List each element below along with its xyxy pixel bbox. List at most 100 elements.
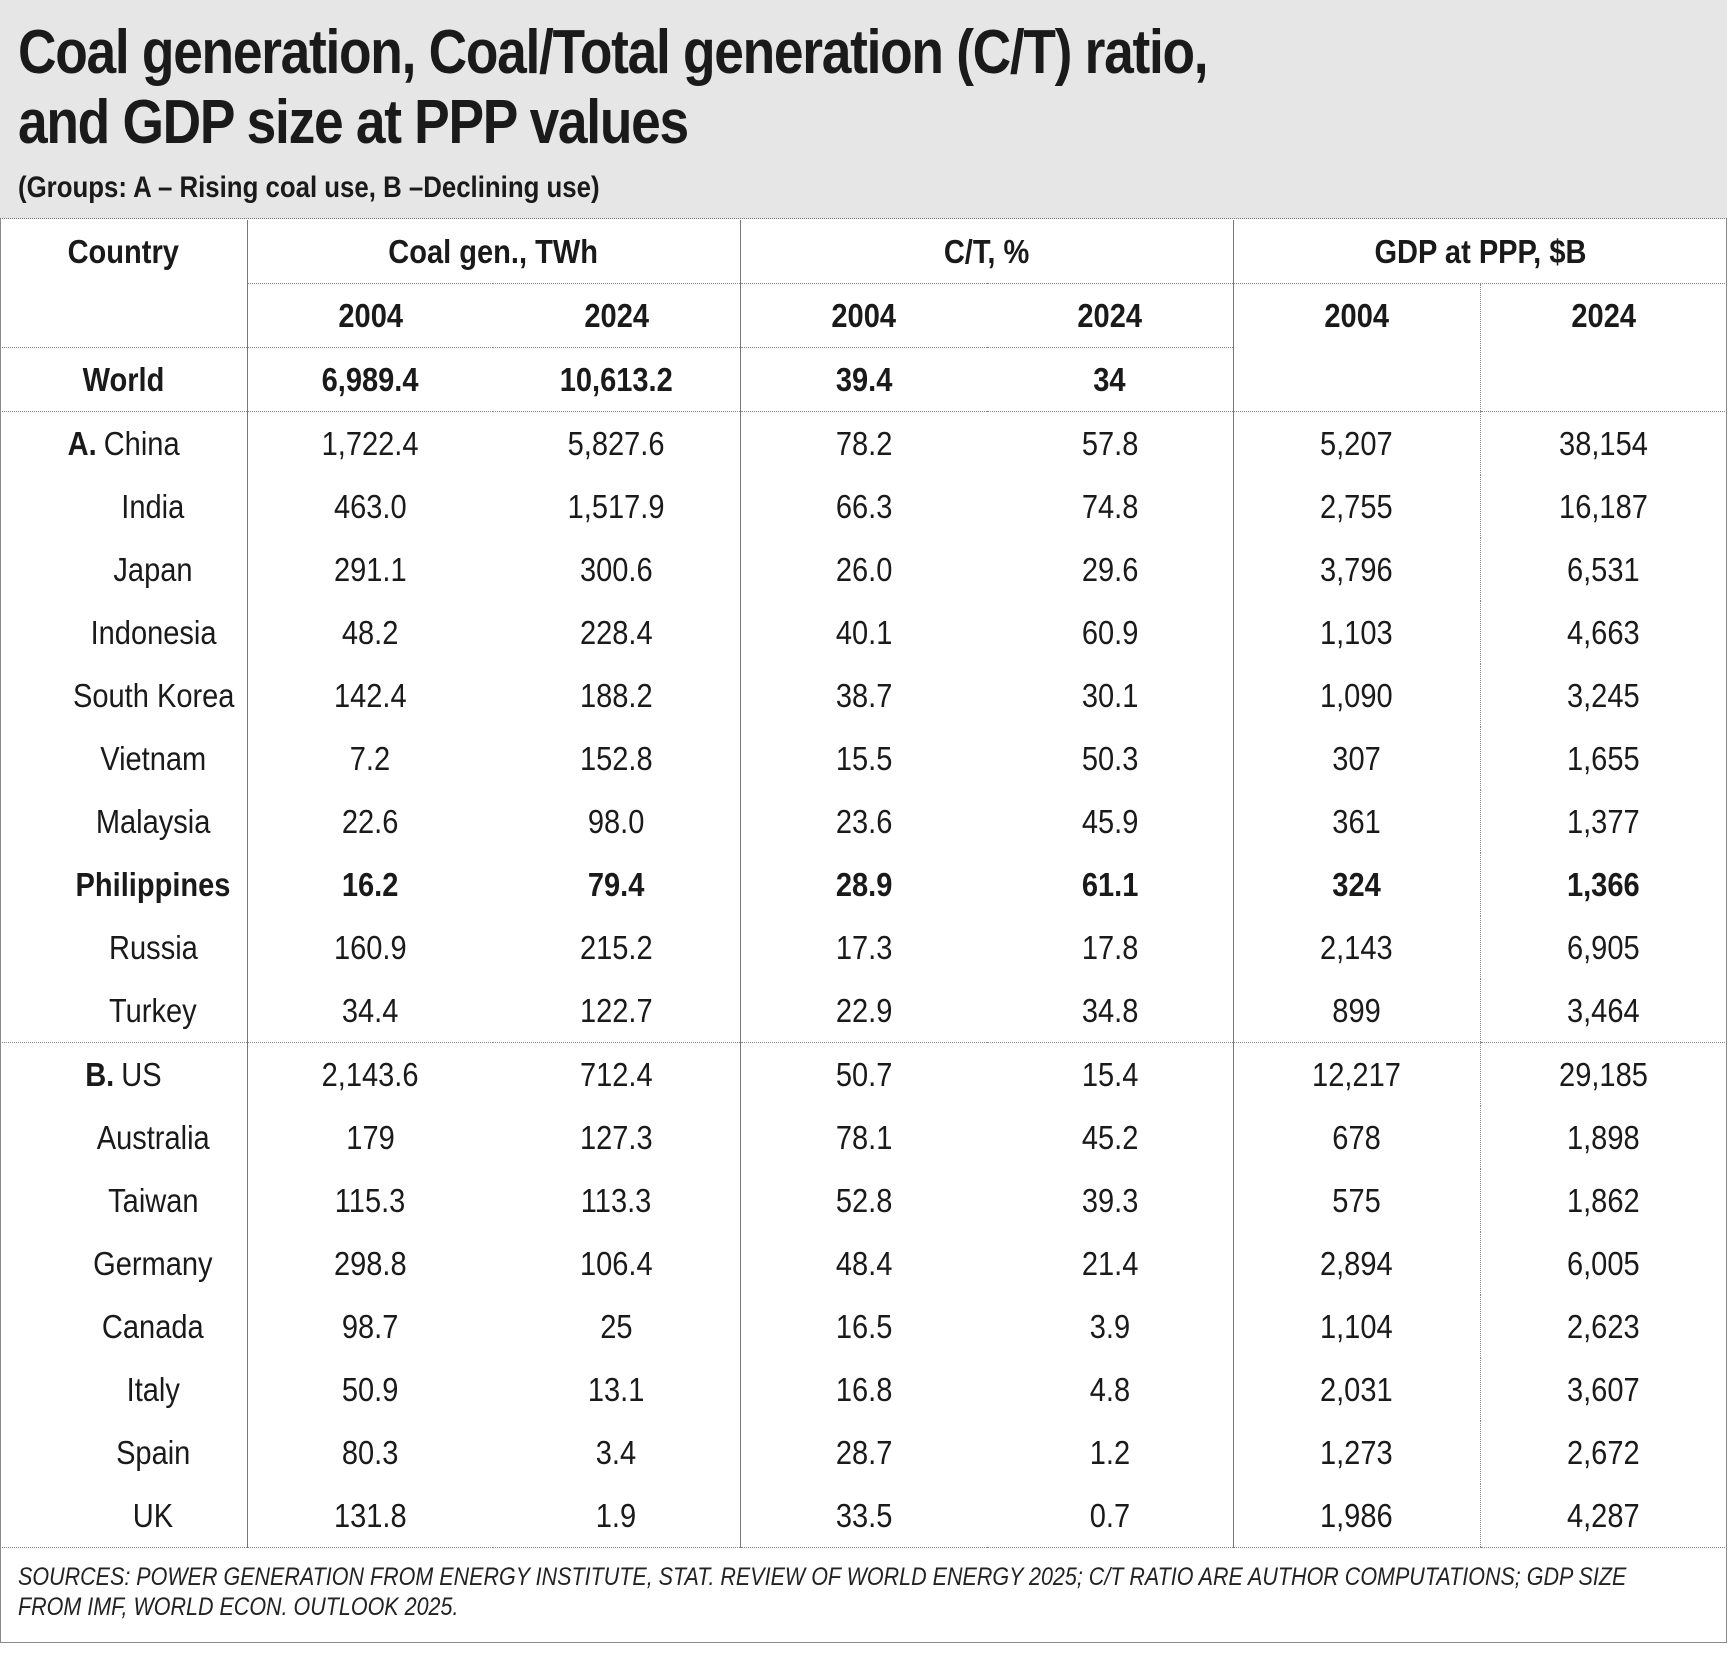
country-name: Indonesia	[90, 613, 217, 651]
table-cell: 13.1	[587, 1370, 645, 1408]
country-name: UK	[133, 1496, 174, 1534]
year-header: 2004	[1232, 283, 1481, 348]
table-row: Germany 298.8 106.4 48.4 21.4 2,894 6,005	[0, 1232, 1728, 1295]
table-cell: 300.6	[579, 550, 653, 588]
table-cell: 1,655	[1479, 727, 1728, 790]
table-cell: 127.3	[579, 1118, 653, 1156]
title-line-1: Coal generation, Coal/Total generation (…	[18, 18, 1209, 87]
table-cell: 4,287	[1479, 1484, 1728, 1548]
table-row: A. China 1,722.4 5,827.6 78.2 57.8 5,207 38,154	[0, 411, 1728, 476]
table-cell: 2,755	[1232, 475, 1481, 538]
table-cell: 291.1	[246, 538, 493, 601]
table-row: Japan 291.1 300.6 26.0 29.6 3,796 6,531	[0, 538, 1728, 601]
data-table: Country Coal gen., TWh C/T, % GDP at PPP…	[0, 220, 1728, 1548]
country-cell: India	[0, 475, 247, 538]
country-cell: Malaysia	[0, 790, 247, 853]
table-cell: 361	[1232, 790, 1481, 853]
table-cell: 33.5	[739, 1484, 988, 1548]
year-header: 2024	[1479, 283, 1728, 348]
table-cell: 3,796	[1232, 538, 1481, 601]
table-row: South Korea 142.4 188.2 38.7 30.1 1,090 3,245	[0, 664, 1728, 727]
table-cell: 78.1	[739, 1106, 988, 1169]
table-cell: 899	[1232, 979, 1481, 1043]
table-cell: 215.2	[579, 928, 653, 966]
table-cell: 6,905	[1479, 916, 1728, 979]
table-cell: 179	[246, 1106, 493, 1169]
table-row: Spain 80.3 3.4 28.7 1.2 1,273 2,672	[0, 1421, 1728, 1484]
world-value: 34	[987, 347, 1234, 412]
table-cell: 52.8	[739, 1169, 988, 1232]
table-cell: 16,187	[1479, 475, 1728, 538]
table-cell: 3.9	[1089, 1307, 1130, 1345]
table-cell: 38.7	[739, 664, 988, 727]
table-cell: 1,377	[1479, 790, 1728, 853]
table-cell: 23.6	[739, 790, 988, 853]
table-cell: 152.8	[579, 739, 653, 777]
table-cell: 131.8	[246, 1484, 493, 1548]
table-cell: 29,185	[1479, 1042, 1728, 1106]
table-cell: 1,104	[1232, 1295, 1481, 1358]
table-subtitle: (Groups: A – Rising coal use, B –Declini…	[18, 171, 600, 204]
country-name: Germany	[93, 1244, 213, 1282]
year-header: 2024	[987, 283, 1234, 348]
table-cell: 1,090	[1232, 664, 1481, 727]
table-cell: 3.4	[596, 1433, 637, 1471]
table-cell: 12,217	[1232, 1042, 1481, 1106]
country-cell: Italy	[0, 1358, 247, 1421]
table-cell: 307	[1232, 727, 1481, 790]
country-cell: UK	[0, 1484, 247, 1548]
table-cell: 5,207	[1232, 411, 1481, 475]
table-cell: 678	[1232, 1106, 1481, 1169]
table-cell: 79.4	[587, 865, 645, 903]
table-cell: 34.8	[987, 979, 1234, 1043]
ct-header: C/T, %	[739, 220, 1234, 284]
table-cell: 80.3	[246, 1421, 493, 1484]
table-cell: 50.3	[1081, 739, 1139, 777]
country-name: Canada	[102, 1307, 205, 1345]
table-cell: 3,464	[1479, 979, 1728, 1043]
country-cell: Spain	[0, 1421, 247, 1484]
table-cell: 2,031	[1232, 1358, 1481, 1421]
table-cell: 57.8	[1081, 424, 1139, 462]
table-cell: 39.3	[1081, 1181, 1139, 1219]
table-cell: 98.7	[246, 1295, 493, 1358]
country-name: Philippines	[75, 865, 231, 903]
table-cell: 3,607	[1479, 1358, 1728, 1421]
country-cell: Vietnam	[0, 727, 247, 790]
table-cell: 28.7	[739, 1421, 988, 1484]
table-cell: 17.3	[739, 916, 988, 979]
table-cell: 0.7	[987, 1484, 1234, 1548]
table-cell: 15.4	[1081, 1055, 1139, 1093]
country-name: Russia	[108, 928, 198, 966]
table-row: Vietnam 7.2 152.8 15.5 50.3 307 1,655	[0, 727, 1728, 790]
table-cell: 17.8	[1081, 928, 1139, 966]
country-cell: Australia	[0, 1106, 247, 1169]
table-cell: 22.6	[246, 790, 493, 853]
table-cell: 50.7	[739, 1042, 988, 1106]
table-cell: 1,103	[1232, 601, 1481, 664]
table-cell: 1.2	[1089, 1433, 1130, 1471]
table-cell: 74.8	[1081, 487, 1139, 525]
year-header: 2024	[493, 283, 741, 348]
title-header: Coal generation, Coal/Total generation (…	[0, 0, 1727, 219]
table-cell: 1,898	[1479, 1106, 1728, 1169]
group-marker: A.	[67, 424, 97, 462]
group-marker: B.	[85, 1055, 115, 1093]
table-row: India 463.0 1,517.9 66.3 74.8 2,755 16,187	[0, 475, 1728, 538]
table-cell: 45.2	[1081, 1118, 1139, 1156]
table-cell: 45.9	[1081, 802, 1139, 840]
gdp-header: GDP at PPP, $B	[1232, 220, 1728, 284]
table-cell: 1,366	[1479, 853, 1728, 916]
country-name: China	[103, 424, 180, 462]
table-cell: 4.8	[1089, 1370, 1130, 1408]
table-cell: 6,531	[1479, 538, 1728, 601]
table-cell: 26.0	[739, 538, 988, 601]
table-cell: 113.3	[580, 1181, 652, 1219]
table-row: Canada 98.7 25 16.5 3.9 1,104 2,623	[0, 1295, 1728, 1358]
country-cell: A. China	[0, 412, 247, 476]
country-cell: Japan	[0, 538, 247, 601]
table-cell: 2,623	[1479, 1295, 1728, 1358]
country-cell: Philippines	[0, 853, 247, 916]
world-value: 10,613.2	[493, 347, 741, 412]
table-cell: 2,672	[1479, 1421, 1728, 1484]
